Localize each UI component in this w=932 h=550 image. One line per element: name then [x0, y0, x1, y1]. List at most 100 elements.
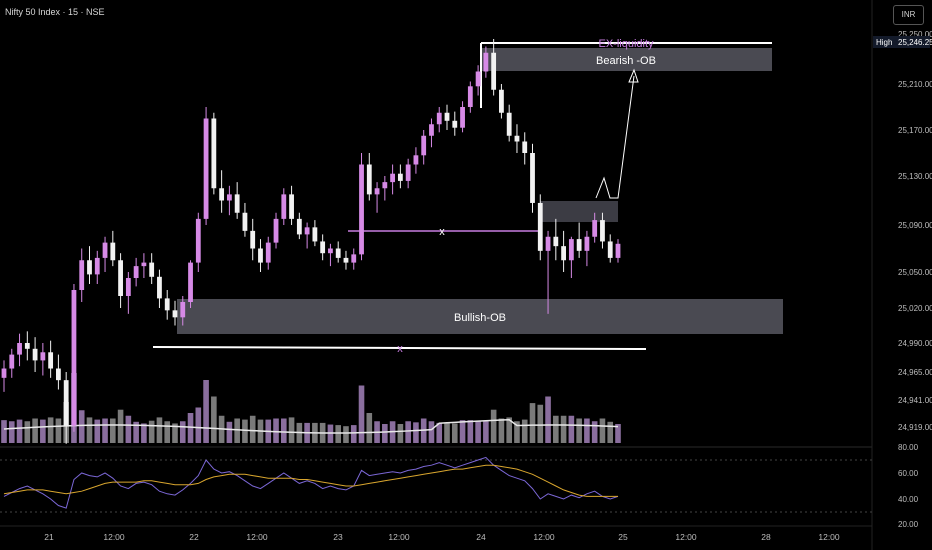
candle-body[interactable]: [537, 202, 543, 251]
projection-arrow[interactable]: [595, 75, 635, 199]
candle-body[interactable]: [226, 194, 232, 201]
candle-body[interactable]: [413, 155, 419, 165]
candle-body[interactable]: [289, 194, 294, 219]
candle-body[interactable]: [195, 218, 201, 263]
volume-bar: [280, 418, 287, 443]
candle-body[interactable]: [374, 188, 380, 195]
candle-body[interactable]: [149, 262, 155, 277]
candle-body[interactable]: [600, 220, 605, 242]
candle-body[interactable]: [40, 352, 46, 361]
candle-body[interactable]: [24, 343, 30, 349]
candle-body[interactable]: [553, 236, 559, 247]
candle-body[interactable]: [576, 239, 582, 251]
candle-body[interactable]: [343, 257, 349, 263]
candle-body[interactable]: [467, 86, 473, 107]
candle-body[interactable]: [499, 89, 504, 113]
candle-body[interactable]: [335, 248, 341, 258]
candle-body[interactable]: [133, 266, 139, 278]
candle-body[interactable]: [545, 236, 551, 251]
candle-body[interactable]: [359, 164, 364, 255]
candle-body[interactable]: [56, 368, 61, 381]
candle-body[interactable]: [615, 243, 621, 258]
time-tick: 12:00: [246, 532, 268, 542]
candlesticks[interactable]: [1, 39, 621, 444]
volume-bar: [156, 417, 163, 443]
candle-body[interactable]: [32, 348, 38, 361]
candle-body[interactable]: [265, 242, 271, 263]
candle-body[interactable]: [491, 52, 497, 90]
candle-body[interactable]: [102, 242, 108, 258]
candle-body[interactable]: [87, 260, 92, 275]
candle-body[interactable]: [460, 107, 465, 128]
candle-body[interactable]: [180, 302, 186, 318]
candle-body[interactable]: [9, 354, 15, 369]
candle-body[interactable]: [164, 298, 170, 311]
candle-body[interactable]: [188, 262, 193, 302]
candle-body[interactable]: [211, 118, 217, 189]
bullish-ob-zone[interactable]: [177, 299, 783, 334]
candle-body[interactable]: [63, 380, 69, 426]
candle-body[interactable]: [273, 218, 279, 243]
candle-body[interactable]: [452, 120, 458, 128]
candle-body[interactable]: [71, 290, 77, 426]
candle-body[interactable]: [312, 227, 318, 242]
price-axis[interactable]: 25,250.00 25,210.00 25,170.00 25,130.00 …: [898, 30, 932, 432]
candle-body[interactable]: [234, 194, 240, 213]
candle-body[interactable]: [607, 241, 613, 258]
candle-body[interactable]: [561, 246, 566, 261]
candle-body[interactable]: [258, 248, 263, 263]
candle-body[interactable]: [17, 343, 22, 355]
candle-body[interactable]: [351, 254, 357, 263]
candle-body[interactable]: [429, 124, 434, 136]
candle-body[interactable]: [506, 112, 512, 136]
candle-body[interactable]: [110, 242, 116, 261]
candle-body[interactable]: [1, 368, 7, 378]
bearish-ob-zone[interactable]: [481, 48, 772, 71]
candle-body[interactable]: [296, 218, 302, 235]
volume-bar: [172, 423, 178, 443]
rsi-axis[interactable]: 80.00 60.00 40.00 20.00: [898, 443, 919, 529]
currency-button[interactable]: INR: [893, 5, 924, 25]
candle-body[interactable]: [281, 194, 287, 219]
candle-body[interactable]: [172, 310, 178, 318]
candle-body[interactable]: [125, 278, 131, 296]
candle-body[interactable]: [366, 164, 372, 195]
candle-body[interactable]: [250, 230, 256, 249]
candle-body[interactable]: [475, 71, 481, 87]
candle-body[interactable]: [421, 135, 427, 156]
candle-body[interactable]: [48, 352, 54, 369]
supply-box[interactable]: [540, 201, 618, 222]
candle-body[interactable]: [530, 153, 535, 203]
candle-body[interactable]: [157, 276, 162, 299]
candle-body[interactable]: [444, 112, 450, 121]
candle-body[interactable]: [522, 141, 528, 154]
candle-body[interactable]: [79, 260, 85, 290]
candle-body[interactable]: [141, 262, 147, 267]
candle-body[interactable]: [118, 260, 123, 296]
candle-body[interactable]: [242, 212, 248, 231]
candle-body[interactable]: [568, 239, 574, 261]
volume-bar: [521, 419, 528, 443]
candle-body[interactable]: [304, 227, 310, 235]
candle-body[interactable]: [328, 248, 333, 254]
candle-body[interactable]: [405, 164, 411, 181]
volume-bar: [467, 420, 474, 443]
candle-body[interactable]: [390, 173, 396, 183]
candle-body[interactable]: [382, 182, 388, 189]
high-tag[interactable]: [873, 36, 930, 48]
candle-body[interactable]: [397, 173, 403, 181]
candle-body[interactable]: [203, 118, 209, 219]
candle-body[interactable]: [320, 241, 326, 254]
candle-body[interactable]: [514, 135, 520, 142]
sell-side-liquidity-line[interactable]: [152, 346, 647, 350]
candle-body[interactable]: [436, 112, 442, 125]
candle-body[interactable]: [483, 52, 489, 72]
candle-body[interactable]: [219, 188, 225, 201]
candle-body[interactable]: [592, 220, 598, 237]
time-axis[interactable]: 21 12:00 22 12:00 23 12:00 24 12:00 25 1…: [44, 532, 840, 542]
candle-body[interactable]: [94, 257, 100, 275]
candle-body[interactable]: [584, 236, 590, 251]
bullish-ob-label: Bullish-OB: [454, 312, 506, 324]
volume-bar: [459, 420, 466, 443]
